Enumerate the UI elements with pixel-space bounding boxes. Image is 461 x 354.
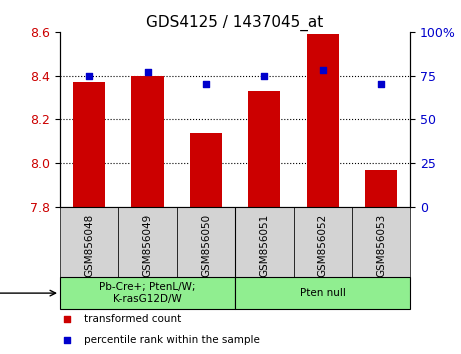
Bar bbox=[307, 34, 339, 207]
Bar bbox=[190, 133, 222, 207]
Point bbox=[63, 337, 71, 343]
Text: GSM856048: GSM856048 bbox=[84, 214, 94, 277]
Text: GSM856052: GSM856052 bbox=[318, 214, 328, 277]
Point bbox=[260, 73, 268, 79]
Bar bbox=[73, 82, 105, 207]
Point bbox=[63, 316, 71, 322]
Title: GDS4125 / 1437045_at: GDS4125 / 1437045_at bbox=[147, 14, 324, 30]
Text: GSM856053: GSM856053 bbox=[376, 214, 386, 277]
Bar bbox=[294, 207, 352, 277]
Bar bbox=[235, 207, 294, 277]
Text: transformed count: transformed count bbox=[84, 314, 182, 324]
Bar bbox=[365, 170, 397, 207]
Point bbox=[319, 68, 326, 73]
Bar bbox=[118, 207, 177, 277]
Bar bbox=[60, 277, 235, 309]
Text: percentile rank within the sample: percentile rank within the sample bbox=[84, 335, 260, 345]
Text: GSM856050: GSM856050 bbox=[201, 214, 211, 277]
Text: GSM856051: GSM856051 bbox=[259, 214, 269, 277]
Bar bbox=[352, 207, 410, 277]
Bar bbox=[60, 207, 118, 277]
Bar bbox=[177, 207, 235, 277]
Point bbox=[202, 81, 210, 87]
Text: Pten null: Pten null bbox=[300, 288, 346, 298]
Text: GSM856049: GSM856049 bbox=[142, 214, 153, 277]
Text: Pb-Cre+; PtenL/W;
K-rasG12D/W: Pb-Cre+; PtenL/W; K-rasG12D/W bbox=[99, 282, 196, 304]
Bar bbox=[131, 76, 164, 207]
Bar bbox=[248, 91, 280, 207]
Bar bbox=[235, 277, 410, 309]
Point bbox=[378, 81, 385, 87]
Point bbox=[85, 73, 93, 79]
Point bbox=[144, 69, 151, 75]
